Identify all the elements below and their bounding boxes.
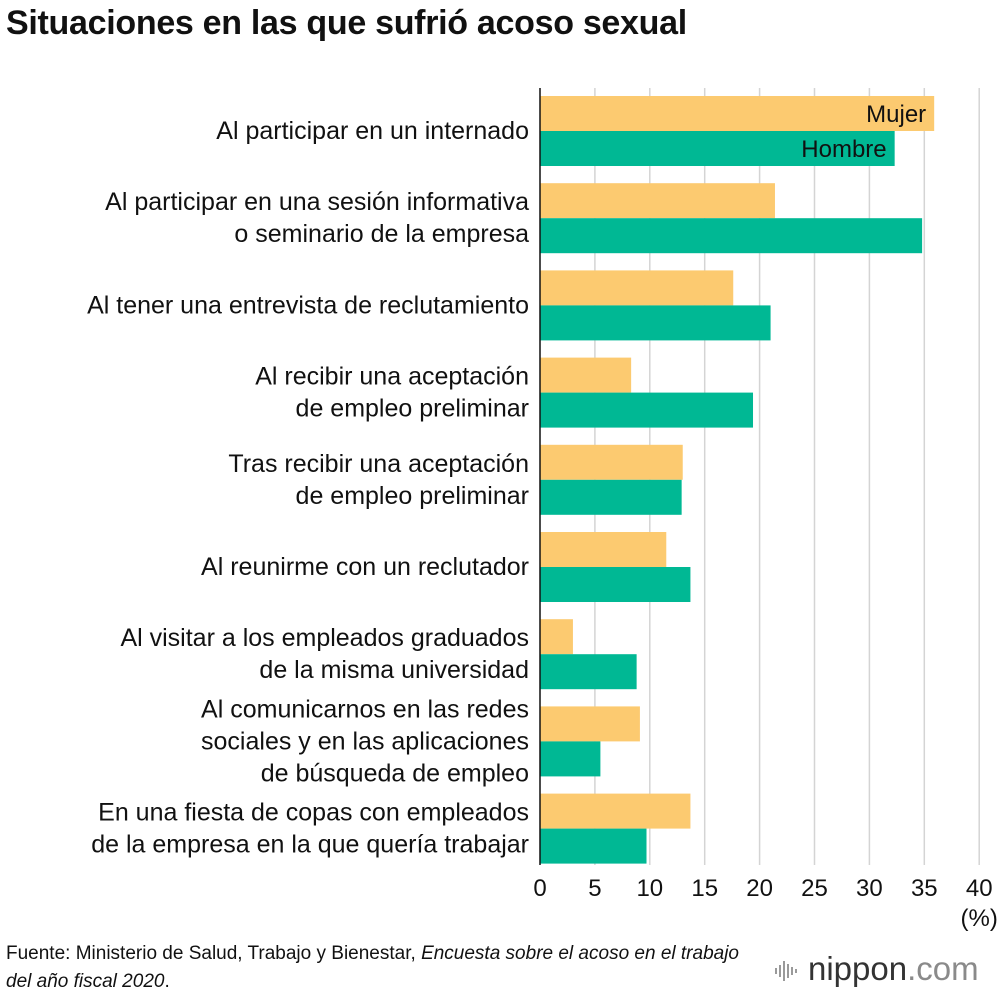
category-label: de empleo preliminar <box>296 482 529 510</box>
category-label: Al comunicarnos en las redes <box>201 695 529 723</box>
category-label: de la misma universidad <box>259 656 529 684</box>
logo-name: nippon <box>808 950 908 987</box>
legend-label: Hombre <box>801 136 886 163</box>
bar-hombre <box>540 392 754 428</box>
category-label: Al participar en una sesión informativa <box>105 188 529 216</box>
legend-label: Mujer <box>866 101 926 128</box>
category-label: de la empresa en la que quería trabajar <box>91 831 529 859</box>
bar-mujer <box>540 532 667 567</box>
bar-hombre <box>540 741 601 777</box>
bar-mujer <box>540 96 935 131</box>
x-tick-label: 5 <box>588 875 601 902</box>
category-label: Al visitar a los empleados graduados <box>120 624 529 652</box>
bar-mujer <box>540 444 683 480</box>
source-note: Fuente: Ministerio de Salud, Trabajo y B… <box>6 940 766 996</box>
logo-domain: .com <box>907 950 979 987</box>
category-label: En una fiesta de copas con empleados <box>98 799 529 827</box>
bar-chart: Al participar en un internado Al particip… <box>87 88 998 932</box>
x-tick-label: 10 <box>636 875 663 902</box>
source-prefix: Fuente: Ministerio de Salud, Trabajo y B… <box>6 943 422 964</box>
x-axis-unit-label: (%) <box>961 905 998 932</box>
bar-mujer <box>540 706 640 742</box>
x-tick-label: 35 <box>911 875 938 902</box>
bar-hombre <box>540 567 691 602</box>
category-label: Al reunirme con un reclutador <box>201 553 529 581</box>
bar-hombre <box>540 828 647 864</box>
bar-mujer <box>540 270 734 306</box>
bar-hombre <box>540 479 682 515</box>
category-label: de búsqueda de empleo <box>261 759 529 787</box>
bar-hombre <box>540 654 637 690</box>
sound-wave-icon <box>775 961 797 982</box>
bar-hombre <box>540 305 771 341</box>
x-tick-label: 30 <box>856 875 883 902</box>
bar-mujer <box>540 793 691 829</box>
bar-mujer <box>540 183 775 219</box>
x-tick-label: 25 <box>801 875 828 902</box>
x-tick-label: 20 <box>746 875 773 902</box>
category-label: Al tener una entrevista de reclutamiento <box>87 291 529 319</box>
source-suffix: . <box>164 971 170 992</box>
bar-mujer <box>540 619 573 655</box>
category-label: sociales y en las aplicaciones <box>201 727 529 755</box>
bar-hombre <box>540 131 895 166</box>
x-tick-label: 40 <box>966 875 993 902</box>
category-label: Al recibir una aceptación <box>255 363 529 391</box>
category-label: Al participar en un internado <box>216 117 529 145</box>
category-label: Tras recibir una aceptación <box>228 450 529 478</box>
category-label: de empleo preliminar <box>296 395 529 423</box>
bar-hombre <box>540 218 923 254</box>
category-label: o seminario de la empresa <box>234 220 529 248</box>
bar-mujer <box>540 357 632 393</box>
source-survey-title: Encuesta sobre el acoso en el trabajo de… <box>6 943 739 992</box>
x-tick-label: 0 <box>533 875 546 902</box>
nippon-logo: nippon.com <box>774 950 979 988</box>
x-tick-label: 15 <box>691 875 718 902</box>
chart-title: Situaciones en las que sufrió acoso sexu… <box>6 4 687 42</box>
